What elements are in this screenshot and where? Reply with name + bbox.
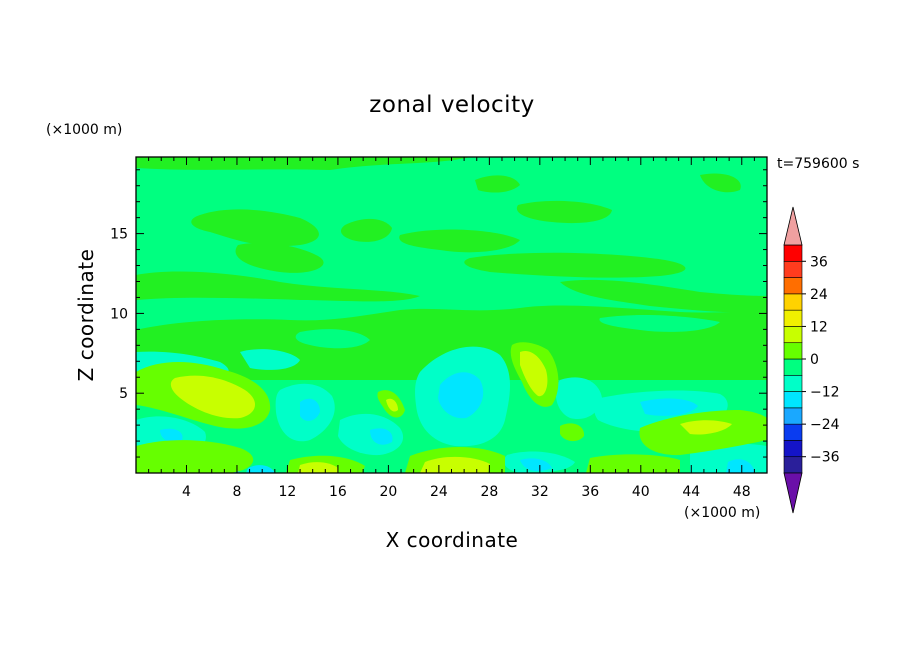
colorbar-band xyxy=(783,293,803,311)
colorbar-band xyxy=(783,342,803,360)
x-tick-label: 44 xyxy=(682,484,700,500)
colorbar-band xyxy=(783,358,803,376)
colorbar: 36 24 12 0 −12 −24 −36 xyxy=(783,206,840,514)
x-tick-label: 24 xyxy=(430,484,448,500)
x-tick-label: 36 xyxy=(581,484,599,500)
colorbar-extend-high xyxy=(783,206,803,246)
colorbar-band xyxy=(783,260,803,278)
colorbar-band xyxy=(783,374,803,392)
x-unit-label: (×1000 m) xyxy=(684,505,760,521)
colorbar-band xyxy=(783,244,803,262)
x-tick-label: 40 xyxy=(632,484,650,500)
x-tick-label: 4 xyxy=(182,484,191,500)
colorbar-label: 12 xyxy=(810,319,828,335)
colorbar-band xyxy=(783,277,803,295)
y-tick-label: 10 xyxy=(110,306,128,322)
colorbar-band xyxy=(783,309,803,327)
colorbar-band xyxy=(783,423,803,441)
field-level-0-pockets xyxy=(295,315,720,349)
colorbar-extend-low xyxy=(783,472,803,514)
x-tick-label: 20 xyxy=(379,484,397,500)
time-label: t=759600 s xyxy=(777,156,859,172)
x-tick-label: 12 xyxy=(279,484,297,500)
field-level-9 xyxy=(170,350,732,473)
colorbar-label: 0 xyxy=(810,352,819,368)
colorbar-band xyxy=(783,407,803,425)
x-tick-label: 16 xyxy=(329,484,347,500)
colorbar-label: −36 xyxy=(810,450,840,466)
x-ticks: 4 8 12 16 20 24 28 32 36 40 44 48 xyxy=(148,157,755,500)
x-tick-label: 8 xyxy=(232,484,241,500)
colorbar-band xyxy=(783,440,803,458)
y-axis-label: Z coordinate xyxy=(74,249,98,382)
field-level-minus6 xyxy=(160,372,755,473)
colorbar-band xyxy=(783,456,803,474)
x-tick-label: 28 xyxy=(480,484,498,500)
colorbar-band xyxy=(783,391,803,409)
colorbar-label: −24 xyxy=(810,417,840,433)
contour-field xyxy=(136,157,767,473)
y-ticks: 5 10 15 xyxy=(110,169,767,458)
x-tick-label: 48 xyxy=(733,484,751,500)
x-axis-label: X coordinate xyxy=(386,528,519,552)
colorbar-label: 24 xyxy=(810,287,828,303)
x-tick-label: 32 xyxy=(531,484,549,500)
y-tick-label: 5 xyxy=(119,386,128,402)
colorbar-band xyxy=(783,326,803,344)
y-tick-label: 15 xyxy=(110,227,128,243)
colorbar-label: 36 xyxy=(810,254,828,270)
chart-title: zonal velocity xyxy=(369,92,534,118)
y-unit-label: (×1000 m) xyxy=(46,122,122,138)
colorbar-label: −12 xyxy=(810,385,840,401)
